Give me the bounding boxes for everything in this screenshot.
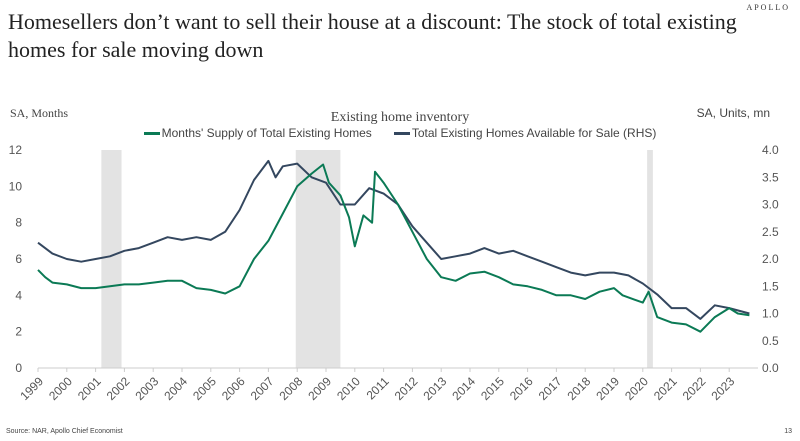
x-tick-label: 2023: [709, 374, 738, 403]
y-right-tick-label: 2.0: [762, 252, 779, 266]
left-axis-label: SA, Months: [10, 106, 69, 120]
x-tick-label: 2020: [622, 374, 651, 403]
y-left-tick-label: 6: [15, 252, 22, 266]
months-supply-line: [37, 163, 750, 333]
y-right-tick-label: 1.5: [762, 279, 779, 293]
x-tick-label: 2006: [219, 374, 248, 403]
x-tick-label: 2004: [161, 374, 190, 403]
source-note: Source: NAR, Apollo Chief Economist: [6, 428, 123, 435]
x-tick-label: 2014: [449, 374, 478, 403]
x-tick-label: 2011: [364, 374, 392, 402]
legend-item-months-supply: Months' Supply of Total Existing Homes: [143, 126, 372, 140]
y-left-tick-label: 2: [15, 325, 22, 339]
inventory-line: [37, 159, 750, 320]
x-tick-label: 2016: [507, 374, 536, 403]
y-left-tick-label: 0: [15, 361, 22, 375]
y-right-tick-label: 3.5: [762, 170, 779, 184]
legend-swatch: [143, 132, 160, 136]
x-tick-label: 2021: [651, 374, 680, 403]
x-tick-label: 2013: [421, 374, 450, 403]
y-right-tick-label: 4.0: [762, 143, 779, 157]
y-left-tick-label: 8: [15, 216, 22, 230]
page-number: 13: [784, 428, 792, 435]
legend-swatch: [393, 132, 410, 136]
x-tick-label: 2010: [334, 374, 363, 403]
y-right-tick-label: 0.0: [762, 361, 779, 375]
recession-shade: [647, 150, 653, 368]
x-tick-label: 1999: [17, 374, 46, 403]
y-right-tick-label: 0.5: [762, 334, 779, 348]
x-tick-label: 2015: [478, 374, 507, 403]
x-tick-label: 2002: [104, 374, 133, 403]
x-tick-label: 2001: [75, 374, 104, 403]
slide-title: Homesellers don’t want to sell their hou…: [8, 9, 737, 62]
x-tick-label: 2018: [565, 374, 594, 403]
x-tick-label: 2017: [536, 374, 565, 403]
chart-title: Existing home inventory: [330, 110, 470, 125]
x-tick-label: 2007: [248, 374, 277, 403]
x-tick-label: 2012: [392, 374, 421, 403]
x-tick-label: 2008: [277, 374, 306, 403]
x-tick-label: 2003: [133, 374, 162, 403]
y-right-tick-label: 2.5: [762, 225, 779, 239]
y-left-tick-label: 10: [9, 179, 23, 193]
recession-shade: [101, 150, 122, 368]
legend-label: Total Existing Homes Available for Sale …: [411, 126, 657, 140]
legend-item-inventory: Total Existing Homes Available for Sale …: [393, 126, 657, 140]
x-tick-label: 2009: [305, 374, 334, 403]
y-left-tick-label: 12: [9, 143, 23, 157]
x-tick-label: 2022: [680, 374, 709, 403]
y-right-tick-label: 1.0: [762, 307, 779, 321]
legend-label: Months' Supply of Total Existing Homes: [161, 126, 372, 140]
legend: Months' Supply of Total Existing Homes T…: [0, 126, 800, 140]
x-tick-label: 2005: [190, 374, 219, 403]
y-right-tick-label: 3.0: [762, 198, 779, 212]
x-tick-label: 2019: [593, 374, 622, 403]
right-axis-label: SA, Units, mn: [696, 106, 770, 120]
brand-logo: APOLLO: [746, 3, 790, 12]
x-tick-label: 2000: [46, 374, 75, 403]
y-left-tick-label: 4: [15, 288, 22, 302]
